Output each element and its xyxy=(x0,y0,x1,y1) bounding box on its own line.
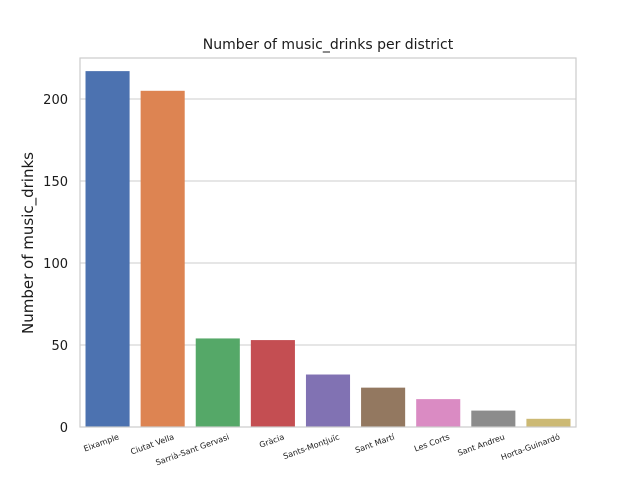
x-tick-label: Sant Martí xyxy=(354,432,397,455)
bar xyxy=(195,338,240,427)
y-tick-label: 150 xyxy=(43,175,68,190)
x-tick-label: Les Corts xyxy=(413,432,451,453)
x-tick-label: Sants-Montjuïc xyxy=(282,432,341,461)
bar xyxy=(471,410,516,427)
x-tick-label: Gràcia xyxy=(258,432,286,449)
x-tick-label: Horta-Guinardó xyxy=(499,431,561,462)
y-axis-label: Number of music_drinks xyxy=(19,152,38,334)
x-tick-label: Eixample xyxy=(82,432,120,453)
bar xyxy=(361,387,406,427)
y-tick-label: 50 xyxy=(51,339,68,354)
bar xyxy=(305,374,351,427)
plot-frame xyxy=(79,57,577,428)
y-tick-label: 0 xyxy=(60,421,68,436)
x-tick-label: Sant Andreu xyxy=(456,432,506,457)
bar xyxy=(250,340,295,427)
bar xyxy=(526,418,571,427)
chart-title: Number of music_drinks per district xyxy=(203,37,454,53)
y-tick-labels: 0 50 100 150 200 xyxy=(43,93,68,436)
bar xyxy=(416,399,461,427)
y-tick-label: 200 xyxy=(43,93,68,108)
bars xyxy=(85,71,571,428)
bar xyxy=(85,71,130,428)
bar xyxy=(140,90,185,428)
y-tick-label: 100 xyxy=(43,257,68,272)
